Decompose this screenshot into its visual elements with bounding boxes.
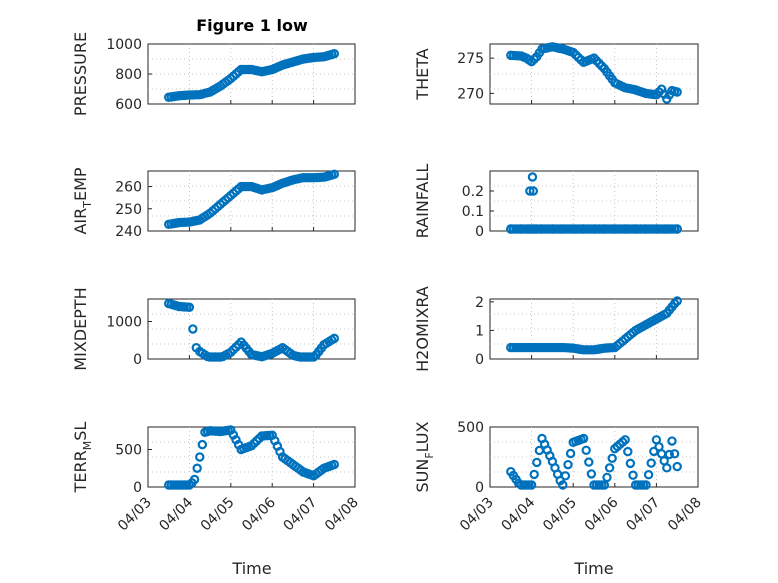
data-point bbox=[578, 433, 589, 444]
x-tick-label: 04/07 bbox=[623, 495, 663, 535]
y-tick-label: 500 bbox=[457, 420, 484, 436]
data-point bbox=[195, 452, 205, 462]
figure-title: Figure 1 low bbox=[196, 16, 308, 35]
data-point bbox=[623, 446, 633, 457]
data-point bbox=[669, 449, 680, 459]
data-point bbox=[529, 469, 539, 480]
x-tick-label: 04/03 bbox=[115, 495, 155, 535]
y-tick-label: 0.2 bbox=[462, 184, 484, 200]
data-point bbox=[184, 302, 195, 312]
y-tick-label: 270 bbox=[457, 86, 484, 102]
y-tick-label: 0 bbox=[475, 480, 484, 496]
subplot-4: 0 0.1 0.2 RAINFALL bbox=[413, 164, 699, 240]
x-tick-label: 04/08 bbox=[665, 495, 705, 535]
data-point bbox=[604, 463, 615, 473]
data-point bbox=[664, 449, 675, 460]
data-point bbox=[528, 186, 539, 196]
x-tick-label: 04/05 bbox=[198, 495, 238, 535]
subplot-1: 600 800 1000 PRESSURE bbox=[71, 32, 356, 116]
data-point bbox=[188, 324, 198, 334]
y-tick-label: 260 bbox=[115, 180, 142, 196]
data-point bbox=[558, 480, 568, 490]
y-axis-label: H2OMIXRA bbox=[413, 286, 432, 372]
x-tick-label: 04/08 bbox=[322, 495, 362, 535]
subplot-8: 0 500 04/03 04/04 04/05 04/06 04/07 04/08 SUNFLU… bbox=[413, 420, 705, 534]
data-point bbox=[525, 186, 535, 196]
data-point bbox=[599, 480, 610, 490]
data-point bbox=[672, 87, 682, 97]
data-point bbox=[667, 436, 677, 446]
data-point bbox=[584, 457, 594, 467]
y-axis-label: THETA bbox=[413, 48, 432, 100]
y-tick-label: 1 bbox=[475, 323, 484, 339]
subplot-3: 240 250 260 AIRTEMP bbox=[71, 167, 356, 240]
data-point bbox=[602, 472, 612, 483]
x-tick-label: 04/05 bbox=[540, 495, 580, 535]
y-axis-label: PRESSURE bbox=[71, 32, 90, 116]
subplot-5: 0 1000 MIXDEPTH bbox=[71, 287, 356, 371]
data-point bbox=[532, 457, 542, 468]
y-tick-label: 240 bbox=[115, 224, 142, 240]
data-point bbox=[672, 296, 682, 306]
y-tick-label: 600 bbox=[115, 97, 142, 113]
y-tick-label: 500 bbox=[115, 443, 142, 459]
data-point bbox=[329, 169, 339, 180]
data-point bbox=[189, 474, 200, 485]
y-tick-label: 0 bbox=[133, 352, 142, 368]
data-point bbox=[560, 471, 571, 481]
x-tick-label: 04/03 bbox=[457, 495, 497, 535]
data-point bbox=[625, 458, 636, 469]
data-point bbox=[527, 172, 538, 182]
y-axis-label: SUNFLUX bbox=[413, 421, 436, 492]
y-tick-label: 275 bbox=[457, 51, 484, 67]
y-tick-label: 0 bbox=[475, 352, 484, 368]
data-point bbox=[643, 470, 654, 480]
x-axis-label-right: Time bbox=[573, 559, 613, 578]
data-point bbox=[672, 461, 682, 472]
subplot-7: 0 500 04/03 04/04 04/05 04/06 04/07 04/08 TERRMS… bbox=[71, 422, 362, 535]
y-axis-label: AIRTEMP bbox=[71, 167, 94, 234]
x-tick-label: 04/06 bbox=[582, 494, 622, 534]
data-point bbox=[641, 480, 651, 490]
x-axis-label-left: Time bbox=[231, 559, 271, 578]
y-tick-label: 800 bbox=[115, 67, 142, 83]
data-point bbox=[329, 49, 339, 59]
y-tick-label: 2 bbox=[475, 295, 484, 311]
data-point bbox=[672, 224, 682, 234]
data-point bbox=[628, 470, 638, 480]
data-point bbox=[620, 435, 630, 445]
subplot-2: 270 275 THETA bbox=[413, 42, 699, 105]
data-point bbox=[197, 439, 208, 450]
y-tick-label: 1000 bbox=[106, 315, 142, 331]
y-tick-label: 0 bbox=[133, 480, 142, 496]
axes-box bbox=[147, 426, 356, 488]
data-point bbox=[563, 459, 573, 470]
y-tick-label: 1000 bbox=[106, 37, 142, 53]
y-tick-label: 0 bbox=[475, 224, 484, 240]
data-point bbox=[662, 463, 672, 473]
data-point bbox=[586, 469, 597, 479]
data-point bbox=[526, 480, 537, 490]
y-tick-label: 250 bbox=[115, 202, 142, 218]
data-point bbox=[581, 445, 591, 455]
y-axis-label: RAINFALL bbox=[413, 164, 432, 239]
data-point bbox=[329, 459, 339, 470]
x-tick-label: 04/04 bbox=[499, 494, 539, 534]
x-tick-label: 04/06 bbox=[239, 494, 279, 534]
subplot-6: 0 1 2 H2OMIXRA bbox=[413, 286, 699, 372]
x-tick-label: 04/07 bbox=[281, 495, 321, 535]
data-point bbox=[607, 453, 617, 463]
y-axis-label: MIXDEPTH bbox=[71, 287, 90, 370]
y-tick-label: 0.1 bbox=[462, 204, 484, 220]
data-point bbox=[192, 463, 202, 473]
data-point bbox=[329, 333, 339, 344]
y-axis-label: TERRMSL bbox=[71, 422, 94, 494]
data-point bbox=[646, 458, 656, 468]
data-point bbox=[565, 448, 576, 459]
data-point bbox=[649, 446, 659, 457]
x-tick-label: 04/04 bbox=[156, 494, 196, 534]
